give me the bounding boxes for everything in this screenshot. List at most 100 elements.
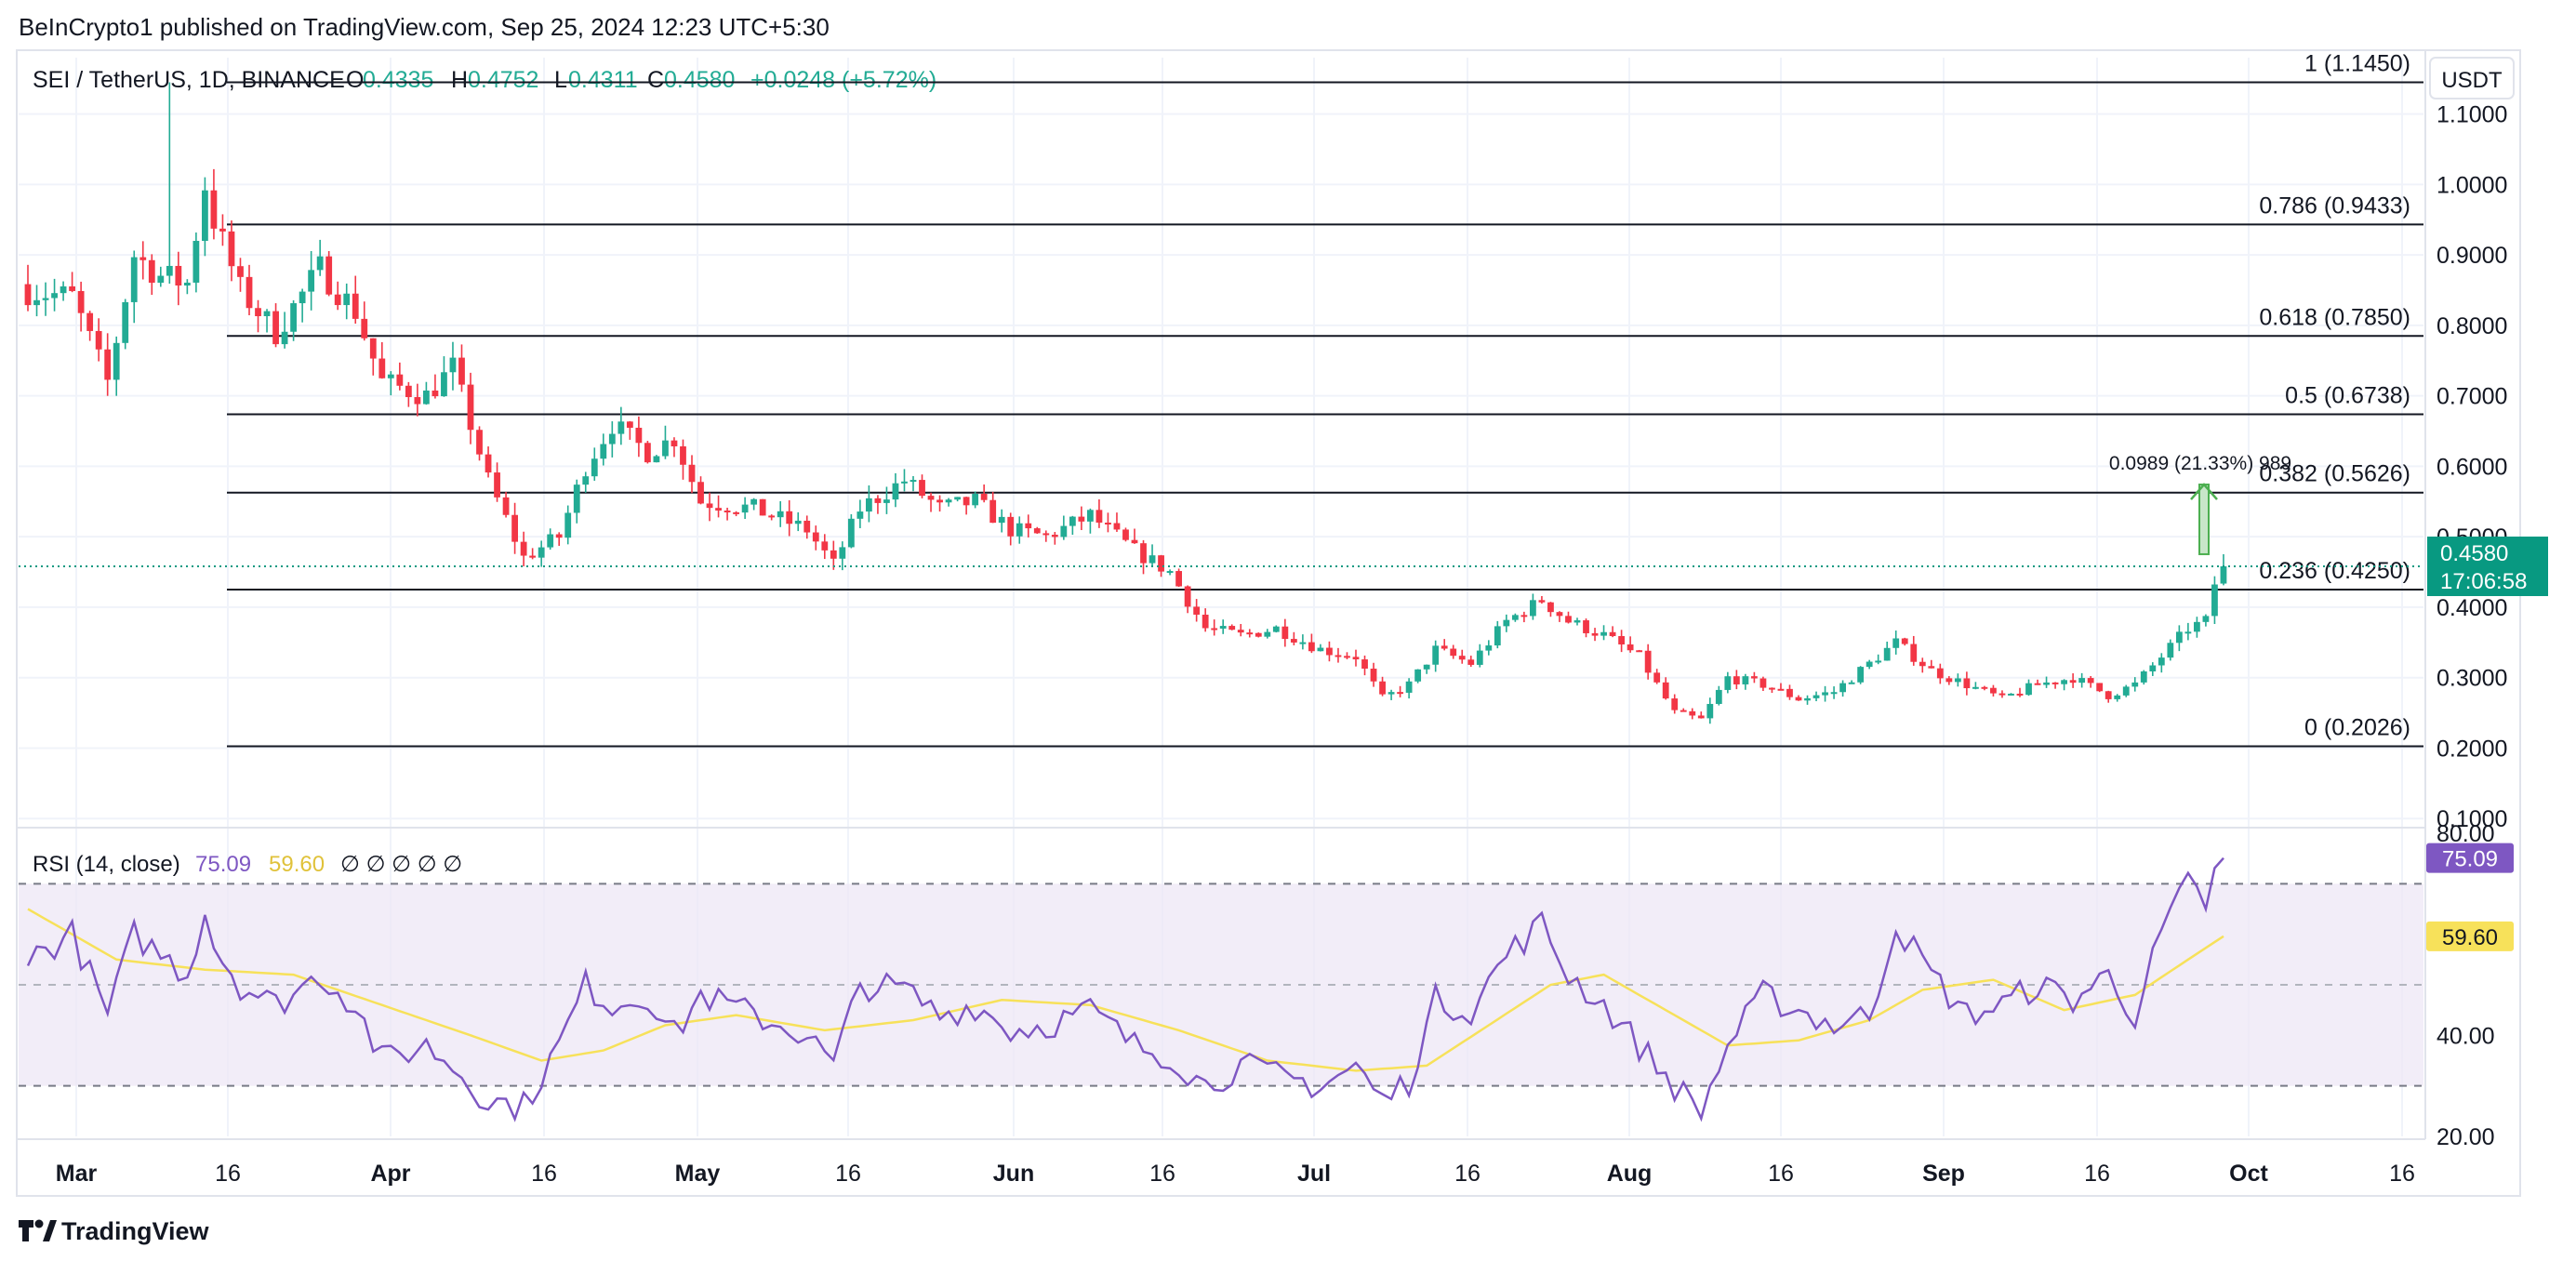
fib-level-label: 1 (1.1450)	[2304, 51, 2410, 77]
candle-body	[316, 256, 324, 271]
candle-body	[874, 498, 882, 503]
candle-body	[866, 498, 872, 512]
candle-body	[2043, 682, 2050, 685]
candle-body	[1627, 644, 1634, 651]
candle-body	[193, 241, 200, 283]
candle-body	[1857, 667, 1865, 683]
measure-label: 0.0989 (21.33%) 989	[2109, 453, 2291, 474]
candle-body	[733, 511, 739, 514]
candle-body	[1910, 644, 1918, 662]
candle-body	[405, 385, 412, 398]
candle-body	[600, 444, 607, 459]
candle-body	[1680, 710, 1687, 712]
candle-body	[1742, 676, 1749, 684]
ma-badge: 59.60	[2442, 925, 2498, 950]
candle-body	[715, 508, 722, 511]
rsi-empty-marks: ∅ ∅ ∅ ∅ ∅	[340, 852, 462, 877]
candle-body	[1184, 586, 1191, 607]
candle-body	[1901, 638, 1908, 644]
rsi-legend-ma: 59.60	[269, 852, 325, 877]
tradingview-brand: TradingView	[61, 1217, 210, 1245]
open-label: O	[346, 67, 364, 93]
candle-body	[1998, 693, 2006, 696]
price-axis[interactable]: 1.10001.00000.90000.80000.70000.60000.50…	[2437, 102, 2507, 833]
candle-body	[2061, 680, 2067, 684]
candle-body	[821, 541, 829, 551]
candle-body	[458, 357, 465, 385]
candle-body	[1662, 682, 1669, 699]
candle-body	[1405, 681, 1413, 693]
candle-body	[494, 472, 500, 498]
fib-retracement[interactable]: 1 (1.1450) 0.786 (0.9433) 0.618 (0.7850) 0.…	[227, 51, 2423, 748]
price-tick-label: 0.6000	[2437, 454, 2507, 480]
candle-body	[1981, 686, 1988, 689]
candle-body	[1166, 571, 1174, 574]
candle-body	[183, 282, 191, 286]
high-value: 0.4752	[468, 67, 538, 93]
candle-body	[1237, 630, 1244, 633]
rsi-badges: 75.09 59.60	[2426, 843, 2514, 951]
candle-body	[343, 293, 351, 306]
candle-body	[688, 464, 696, 483]
candle-body	[476, 430, 483, 455]
candle-body	[963, 497, 970, 506]
candle-body	[919, 480, 925, 497]
price-tick-label: 0.9000	[2437, 243, 2507, 269]
candle-body	[414, 397, 421, 405]
candle-body	[2052, 682, 2059, 684]
currency-button[interactable]: USDT	[2441, 68, 2503, 93]
candle-body	[680, 445, 686, 465]
candle-body	[1777, 688, 1785, 691]
candle-body	[1812, 695, 1820, 698]
time-tick-label: 16	[1149, 1161, 1175, 1187]
time-axis[interactable]: Mar 16 Apr 16 May 16 Jun 16 Jul 16 Aug 16 Sep 16 Oct 16	[56, 1161, 2415, 1187]
candle-body	[290, 303, 297, 332]
tradingview-logo[interactable]: TradingView	[19, 1217, 210, 1245]
candle-body	[1388, 692, 1395, 695]
time-tick-label: Jun	[993, 1161, 1034, 1187]
rsi-tick-label: 80.00	[2437, 821, 2495, 847]
candle-body	[2096, 683, 2104, 692]
measure-tool[interactable]: 0.0989 (21.33%) 989	[2109, 453, 2291, 555]
symbol-title[interactable]: SEI / TetherUS, 1D, BINANCE	[33, 67, 345, 93]
candle-body	[1795, 697, 1802, 701]
candle-body	[697, 482, 704, 504]
candle-body	[1370, 669, 1377, 682]
candle-body	[954, 497, 961, 500]
candle-body	[1122, 529, 1129, 540]
candle-body	[2016, 693, 2024, 696]
candle-body	[113, 342, 120, 380]
candle-body	[122, 301, 129, 343]
candle-body	[1228, 626, 1236, 630]
currency-button-bg[interactable]	[2429, 57, 2515, 100]
candle-body	[1069, 516, 1076, 526]
time-tick-label: 16	[1768, 1161, 1794, 1187]
candle-body	[1042, 533, 1050, 536]
candle-body	[1733, 676, 1740, 684]
candle-body	[901, 481, 908, 484]
candle-body	[1131, 539, 1138, 544]
candle-body	[467, 384, 474, 431]
candle-body	[2105, 691, 2112, 699]
candle-body	[511, 514, 518, 542]
candle-body	[104, 349, 112, 380]
rsi-ma-line	[27, 908, 2224, 1072]
rsi-band	[19, 883, 2423, 1086]
candle-body	[653, 456, 660, 463]
candle-body	[706, 503, 713, 509]
candle-body	[1919, 661, 1926, 667]
candle-body	[1945, 678, 1953, 683]
measure-arrow-icon	[2190, 483, 2218, 500]
candle-body	[2131, 682, 2139, 687]
rsi-axis[interactable]: 80.00 40.00 20.00	[2437, 821, 2495, 1150]
candle-body	[1751, 676, 1758, 679]
candle-body	[1503, 619, 1510, 627]
candle-body	[1875, 660, 1882, 663]
candle-body	[1556, 612, 1563, 617]
candle-body	[1219, 626, 1227, 629]
rsi-title[interactable]: RSI (14, close)	[33, 852, 180, 877]
candle-body	[1175, 571, 1182, 587]
candle-body	[1299, 642, 1307, 644]
rsi-pane	[19, 856, 2423, 1122]
candle-body	[1609, 631, 1616, 637]
